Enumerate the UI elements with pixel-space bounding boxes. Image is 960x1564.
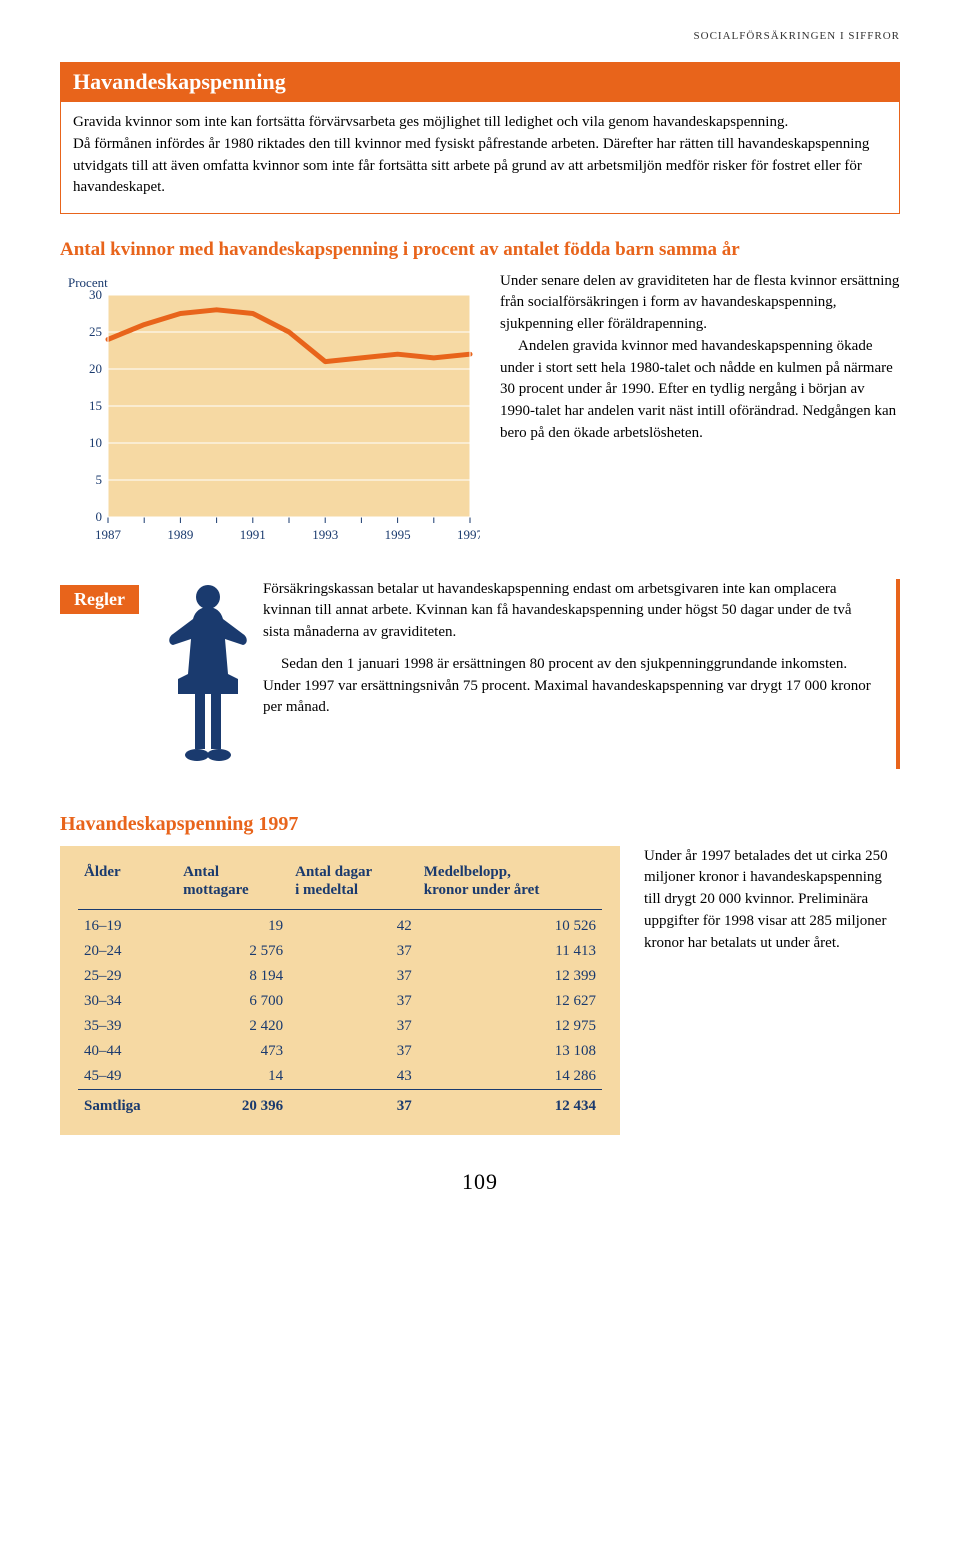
rules-p1: Försäkringskassan betalar ut havandeskap… — [263, 579, 880, 644]
table-header: Ålder — [78, 860, 177, 910]
table-row: 20–242 5763711 413 — [78, 939, 602, 964]
svg-text:15: 15 — [89, 398, 102, 413]
table-title: Havandeskapspenning 1997 — [60, 813, 900, 836]
table-row: 45–49144314 286 — [78, 1064, 602, 1090]
table-row: 35–392 4203712 975 — [78, 1014, 602, 1039]
svg-text:1993: 1993 — [312, 527, 338, 542]
chart-commentary-p1: Under senare delen av graviditeten har d… — [500, 271, 900, 336]
line-chart: Procent051015202530198719891991199319951… — [60, 271, 480, 551]
table-row: 30–346 7003712 627 — [78, 989, 602, 1014]
table-sum-row: Samtliga20 3963712 434 — [78, 1089, 602, 1119]
table-row: 25–298 1943712 399 — [78, 964, 602, 989]
table-header: Medelbelopp,kronor under året — [418, 860, 602, 910]
table-row: 16–19194210 526 — [78, 909, 602, 939]
data-table: ÅlderAntalmottagareAntal dagari medeltal… — [60, 846, 620, 1135]
intro-box: Gravida kvinnor som inte kan fortsätta f… — [60, 102, 900, 214]
svg-text:20: 20 — [89, 361, 102, 376]
page-number: 109 — [60, 1169, 900, 1195]
svg-text:1991: 1991 — [240, 527, 266, 542]
section-banner: Havandeskapspenning — [60, 62, 900, 102]
svg-text:0: 0 — [96, 509, 103, 524]
table-header: Antalmottagare — [177, 860, 289, 910]
svg-text:1989: 1989 — [167, 527, 193, 542]
table-row: 40–444733713 108 — [78, 1039, 602, 1064]
rules-badge: Regler — [60, 585, 139, 614]
table-header: Antal dagari medeltal — [289, 860, 418, 910]
svg-text:5: 5 — [96, 472, 103, 487]
table-commentary: Under år 1997 betalades det ut cirka 250… — [644, 846, 900, 955]
svg-text:1995: 1995 — [385, 527, 411, 542]
svg-text:25: 25 — [89, 324, 102, 339]
chart-commentary: Under senare delen av graviditeten har d… — [500, 271, 900, 445]
intro-text: Gravida kvinnor som inte kan fortsätta f… — [73, 114, 869, 195]
rules-text: Försäkringskassan betalar ut havandeskap… — [263, 579, 880, 730]
svg-text:1987: 1987 — [95, 527, 122, 542]
chart-title: Antal kvinnor med havandeskapspenning i … — [60, 238, 900, 263]
table-commentary-p1: Under år 1997 betalades det ut cirka 250… — [644, 846, 900, 955]
person-silhouette-icon — [153, 579, 263, 769]
svg-text:1997: 1997 — [457, 527, 480, 542]
svg-text:10: 10 — [89, 435, 102, 450]
chart-commentary-p2: Andelen gravida kvinnor med havandeskaps… — [500, 336, 900, 445]
svg-text:30: 30 — [89, 287, 102, 302]
running-head: SOCIALFÖRSÄKRINGEN I SIFFROR — [60, 30, 900, 42]
rules-p2: Sedan den 1 januari 1998 är ersättningen… — [263, 654, 880, 719]
